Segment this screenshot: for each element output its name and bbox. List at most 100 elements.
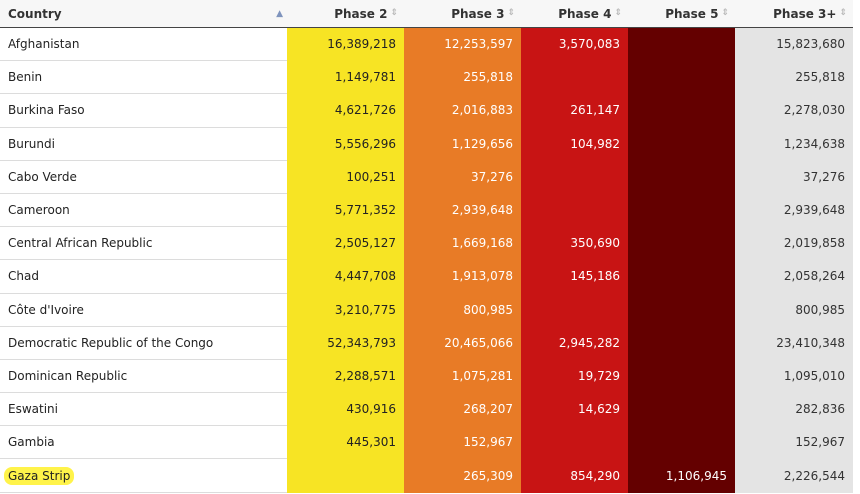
cell-phase-3: 37,276 bbox=[404, 160, 521, 194]
cell-phase-5 bbox=[628, 393, 735, 427]
cell-phase-3: 20,465,066 bbox=[404, 326, 521, 360]
cell-phase-3: 1,913,078 bbox=[404, 260, 521, 294]
cell-phase-2: 5,771,352 bbox=[287, 193, 404, 228]
cell-phase-4 bbox=[521, 160, 628, 194]
sort-icon: ⇕ bbox=[507, 8, 515, 18]
country-name: Gambia bbox=[8, 435, 55, 450]
country-name: Cameroon bbox=[8, 203, 70, 218]
cell-phase-3-plus: 23,410,348 bbox=[735, 326, 853, 360]
row-country-cell: Cameroon bbox=[0, 193, 287, 228]
sort-icon: ⇕ bbox=[721, 8, 729, 18]
row-country-cell: Burkina Faso bbox=[0, 94, 287, 128]
cell-phase-2: 52,343,793 bbox=[287, 326, 404, 360]
row-country-cell: Eswatini bbox=[0, 393, 287, 427]
row-spacer bbox=[853, 61, 860, 95]
cell-phase-4 bbox=[521, 293, 628, 327]
sort-ascending-icon: ▲ bbox=[276, 8, 283, 19]
cell-phase-3-plus: 15,823,680 bbox=[735, 28, 853, 62]
cell-phase-2: 430,916 bbox=[287, 393, 404, 427]
cell-phase-3-plus: 1,234,638 bbox=[735, 127, 853, 161]
column-header-phase-3[interactable]: Phase 3 ⇕ bbox=[404, 0, 521, 28]
column-header-label: Country bbox=[8, 6, 62, 21]
cell-phase-5 bbox=[628, 28, 735, 62]
cell-phase-3-plus: 2,278,030 bbox=[735, 94, 853, 128]
column-header-phase-4[interactable]: Phase 4 ⇕ bbox=[521, 0, 628, 28]
cell-phase-3: 265,309 bbox=[404, 459, 521, 493]
column-header-phase-3-plus[interactable]: Phase 3+ ⇕ bbox=[735, 0, 853, 28]
cell-phase-5 bbox=[628, 227, 735, 261]
cell-phase-3-plus: 255,818 bbox=[735, 61, 853, 95]
cell-phase-4: 19,729 bbox=[521, 359, 628, 394]
cell-phase-4: 3,570,083 bbox=[521, 28, 628, 62]
header-spacer bbox=[853, 0, 860, 28]
country-name: Burkina Faso bbox=[8, 103, 85, 118]
cell-phase-5 bbox=[628, 94, 735, 128]
row-country-cell: Benin bbox=[0, 61, 287, 95]
cell-phase-4: 104,982 bbox=[521, 127, 628, 161]
row-country-cell: Chad bbox=[0, 260, 287, 294]
cell-phase-3-plus: 37,276 bbox=[735, 160, 853, 194]
row-spacer bbox=[853, 426, 860, 460]
cell-phase-4: 350,690 bbox=[521, 227, 628, 261]
cell-phase-2 bbox=[287, 459, 404, 493]
country-name: Afghanistan bbox=[8, 37, 80, 52]
row-country-cell: Gambia bbox=[0, 426, 287, 460]
row-spacer bbox=[853, 393, 860, 427]
cell-phase-3: 2,016,883 bbox=[404, 94, 521, 128]
column-header-label: Phase 5 bbox=[665, 6, 719, 21]
cell-phase-4: 145,186 bbox=[521, 260, 628, 294]
cell-phase-2: 4,621,726 bbox=[287, 94, 404, 128]
country-name: Chad bbox=[8, 269, 39, 284]
column-header-label: Phase 4 bbox=[558, 6, 612, 21]
row-country-cell: Dominican Republic bbox=[0, 359, 287, 394]
row-spacer bbox=[853, 127, 860, 161]
cell-phase-3-plus: 2,019,858 bbox=[735, 227, 853, 261]
row-country-cell: Gaza Strip bbox=[0, 459, 287, 493]
cell-phase-2: 2,288,571 bbox=[287, 359, 404, 394]
country-name: Democratic Republic of the Congo bbox=[8, 335, 214, 350]
cell-phase-3: 800,985 bbox=[404, 293, 521, 327]
sort-icon: ⇕ bbox=[614, 8, 622, 18]
row-country-cell: Cabo Verde bbox=[0, 160, 287, 194]
cell-phase-5 bbox=[628, 193, 735, 228]
cell-phase-3-plus: 2,058,264 bbox=[735, 260, 853, 294]
cell-phase-5 bbox=[628, 127, 735, 161]
sort-icon: ⇕ bbox=[839, 8, 847, 18]
column-header-country[interactable]: Country ▲ bbox=[0, 0, 287, 28]
cell-phase-3-plus: 1,095,010 bbox=[735, 359, 853, 394]
cell-phase-3-plus: 152,967 bbox=[735, 426, 853, 460]
cell-phase-2: 445,301 bbox=[287, 426, 404, 460]
row-country-cell: Côte d'Ivoire bbox=[0, 293, 287, 327]
cell-phase-3: 12,253,597 bbox=[404, 28, 521, 62]
sort-icon: ⇕ bbox=[390, 8, 398, 18]
country-name: Central African Republic bbox=[8, 236, 153, 251]
row-spacer bbox=[853, 193, 860, 228]
row-spacer bbox=[853, 293, 860, 327]
row-country-cell: Central African Republic bbox=[0, 227, 287, 261]
row-spacer bbox=[853, 359, 860, 394]
row-spacer bbox=[853, 160, 860, 194]
cell-phase-2: 1,149,781 bbox=[287, 61, 404, 95]
row-spacer bbox=[853, 28, 860, 62]
country-name: Benin bbox=[8, 70, 43, 85]
cell-phase-5 bbox=[628, 326, 735, 360]
column-header-phase-5[interactable]: Phase 5 ⇕ bbox=[628, 0, 735, 28]
cell-phase-4 bbox=[521, 426, 628, 460]
row-spacer bbox=[853, 326, 860, 360]
cell-phase-3-plus: 800,985 bbox=[735, 293, 853, 327]
cell-phase-3-plus: 282,836 bbox=[735, 393, 853, 427]
cell-phase-4: 261,147 bbox=[521, 94, 628, 128]
cell-phase-5 bbox=[628, 160, 735, 194]
row-country-cell: Burundi bbox=[0, 127, 287, 161]
cell-phase-3: 255,818 bbox=[404, 61, 521, 95]
column-header-phase-2[interactable]: Phase 2 ⇕ bbox=[287, 0, 404, 28]
cell-phase-4: 2,945,282 bbox=[521, 326, 628, 360]
cell-phase-2: 16,389,218 bbox=[287, 28, 404, 62]
cell-phase-2: 3,210,775 bbox=[287, 293, 404, 327]
country-name: Eswatini bbox=[8, 402, 58, 417]
country-name: Cabo Verde bbox=[8, 169, 77, 184]
row-country-cell: Afghanistan bbox=[0, 28, 287, 62]
cell-phase-3: 152,967 bbox=[404, 426, 521, 460]
cell-phase-3-plus: 2,939,648 bbox=[735, 193, 853, 228]
